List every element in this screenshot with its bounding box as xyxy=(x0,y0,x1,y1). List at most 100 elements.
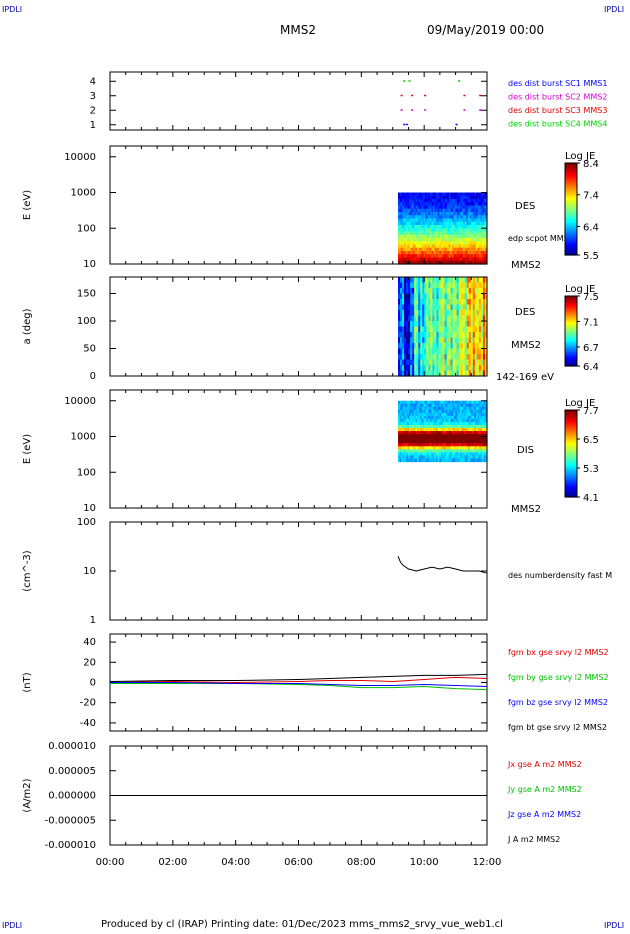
des-energy-cell xyxy=(442,244,445,249)
dis-energy-cell xyxy=(475,437,479,441)
des-energy-cell xyxy=(440,218,444,223)
dis-energy-cell xyxy=(447,418,450,423)
des-energy-cell xyxy=(456,238,459,242)
dis-energy-cell xyxy=(464,422,467,426)
dis-energy-cell xyxy=(445,422,448,426)
des-energy-cell xyxy=(423,205,426,210)
des-pitch-cell xyxy=(436,299,440,306)
dis-energy-cell xyxy=(409,415,412,420)
des-energy-cell xyxy=(448,234,452,239)
dis-energy-cell xyxy=(428,425,431,429)
des-energy-cell xyxy=(442,241,445,246)
des-energy-cell xyxy=(415,199,418,203)
dis-energy-cell xyxy=(453,458,456,463)
dis-energy-cell xyxy=(407,440,410,444)
des-pitch-cell xyxy=(408,293,411,300)
des-energy-cell xyxy=(420,225,423,229)
dis-energy-cell xyxy=(413,446,417,450)
dis-energy-cell xyxy=(402,443,405,447)
des-pitch-cell xyxy=(468,310,472,317)
des-energy-cell xyxy=(432,221,436,226)
des-pitch-cell xyxy=(446,354,450,361)
dis-energy-cell xyxy=(459,406,463,411)
dis-energy-cell xyxy=(447,434,450,438)
dis-energy-colorbar-segment xyxy=(565,423,577,426)
des-energy-cell xyxy=(436,231,439,236)
dis-energy-cell xyxy=(477,452,480,457)
des-pitch-cell xyxy=(450,354,454,361)
dis-energy-cell xyxy=(429,422,432,426)
des-energy-cell xyxy=(464,208,467,213)
dis-energy-cell xyxy=(404,400,407,405)
des-energy-cell xyxy=(467,234,471,239)
des-energy-cell xyxy=(420,212,423,216)
des-energy-cell xyxy=(466,218,469,223)
des-energy-cell xyxy=(475,225,479,229)
des-pitch-cell xyxy=(412,304,415,311)
dis-energy-cell xyxy=(440,443,444,447)
des-pitch-cell xyxy=(397,337,401,344)
dis-energy-cell xyxy=(448,425,452,429)
dis-energy-cell xyxy=(453,412,456,417)
des-energy-cell xyxy=(426,195,429,200)
des-pitch-colorbar-tick-label: 6.4 xyxy=(583,362,599,373)
dis-energy-cell xyxy=(483,455,487,460)
des-energy-cell xyxy=(423,234,426,239)
des-energy-cell xyxy=(415,244,418,249)
des-energy-cell xyxy=(483,192,487,197)
des-pitch-cell xyxy=(428,315,431,322)
dis-energy-cell xyxy=(432,409,436,414)
dis-energy-cell xyxy=(404,443,407,447)
des-pitch-cell xyxy=(446,277,450,284)
des-energy-cell xyxy=(461,231,464,236)
des-pitch-cell xyxy=(454,288,458,295)
des-pitch-cell xyxy=(482,282,486,289)
dis-energy-cell xyxy=(447,443,450,447)
des-energy-cell xyxy=(450,212,453,216)
dis-energy-cell xyxy=(477,422,480,426)
des-pitch-cell xyxy=(416,277,419,284)
des-energy-cell xyxy=(461,221,464,226)
des-pitch-colorbar-segment xyxy=(565,357,577,360)
des-energy-cell xyxy=(410,251,413,255)
des-energy-cell xyxy=(471,251,474,255)
des-pitch-cell xyxy=(464,304,468,311)
des-energy-cell xyxy=(423,208,426,213)
des-energy-cell xyxy=(456,251,459,255)
des-pitch-cell xyxy=(484,348,488,355)
des-energy-cell xyxy=(440,202,444,207)
des-pitch-cell xyxy=(418,299,421,306)
dis-energy-cell xyxy=(444,403,447,408)
des-energy-cell xyxy=(412,241,415,246)
dis-energy-cell xyxy=(436,452,439,457)
des-energy-cell xyxy=(429,195,432,200)
des-pitch-colorbar-segment xyxy=(565,297,577,301)
dis-energy-cell xyxy=(475,428,479,432)
dis-energy-cell xyxy=(447,452,450,457)
des-energy-cell xyxy=(479,238,482,242)
des-pitch-cell xyxy=(464,310,468,317)
dis-energy-cell xyxy=(455,428,458,432)
des-energy-cell xyxy=(428,225,431,229)
des-pitch-cell xyxy=(468,321,472,328)
des-pitch-cell xyxy=(418,337,421,344)
des-energy-cell xyxy=(463,212,466,216)
des-pitch-cell xyxy=(444,348,448,355)
des-pitch-cell xyxy=(448,365,452,372)
des-pitch-cell xyxy=(478,321,482,328)
dis-energy-cell xyxy=(405,425,409,429)
des-energy-cell xyxy=(453,238,456,242)
des-pitch-cell xyxy=(412,288,415,295)
des-energy-cell xyxy=(469,234,472,239)
des-energy-cell xyxy=(429,202,432,207)
dis-energy-cell xyxy=(455,455,458,460)
des-pitch-cell xyxy=(412,282,415,289)
des-energy-cell xyxy=(469,241,472,246)
des-energy-cell xyxy=(399,205,402,210)
dis-energy-cell xyxy=(437,449,440,453)
des-energy-cell xyxy=(445,208,448,213)
des-pitch-colorbar-segment xyxy=(565,318,577,322)
dis-energy-colorbar-segment xyxy=(565,492,577,496)
dis-energy-colorbar-segment xyxy=(565,488,577,492)
dis-energy-cell xyxy=(475,443,479,447)
